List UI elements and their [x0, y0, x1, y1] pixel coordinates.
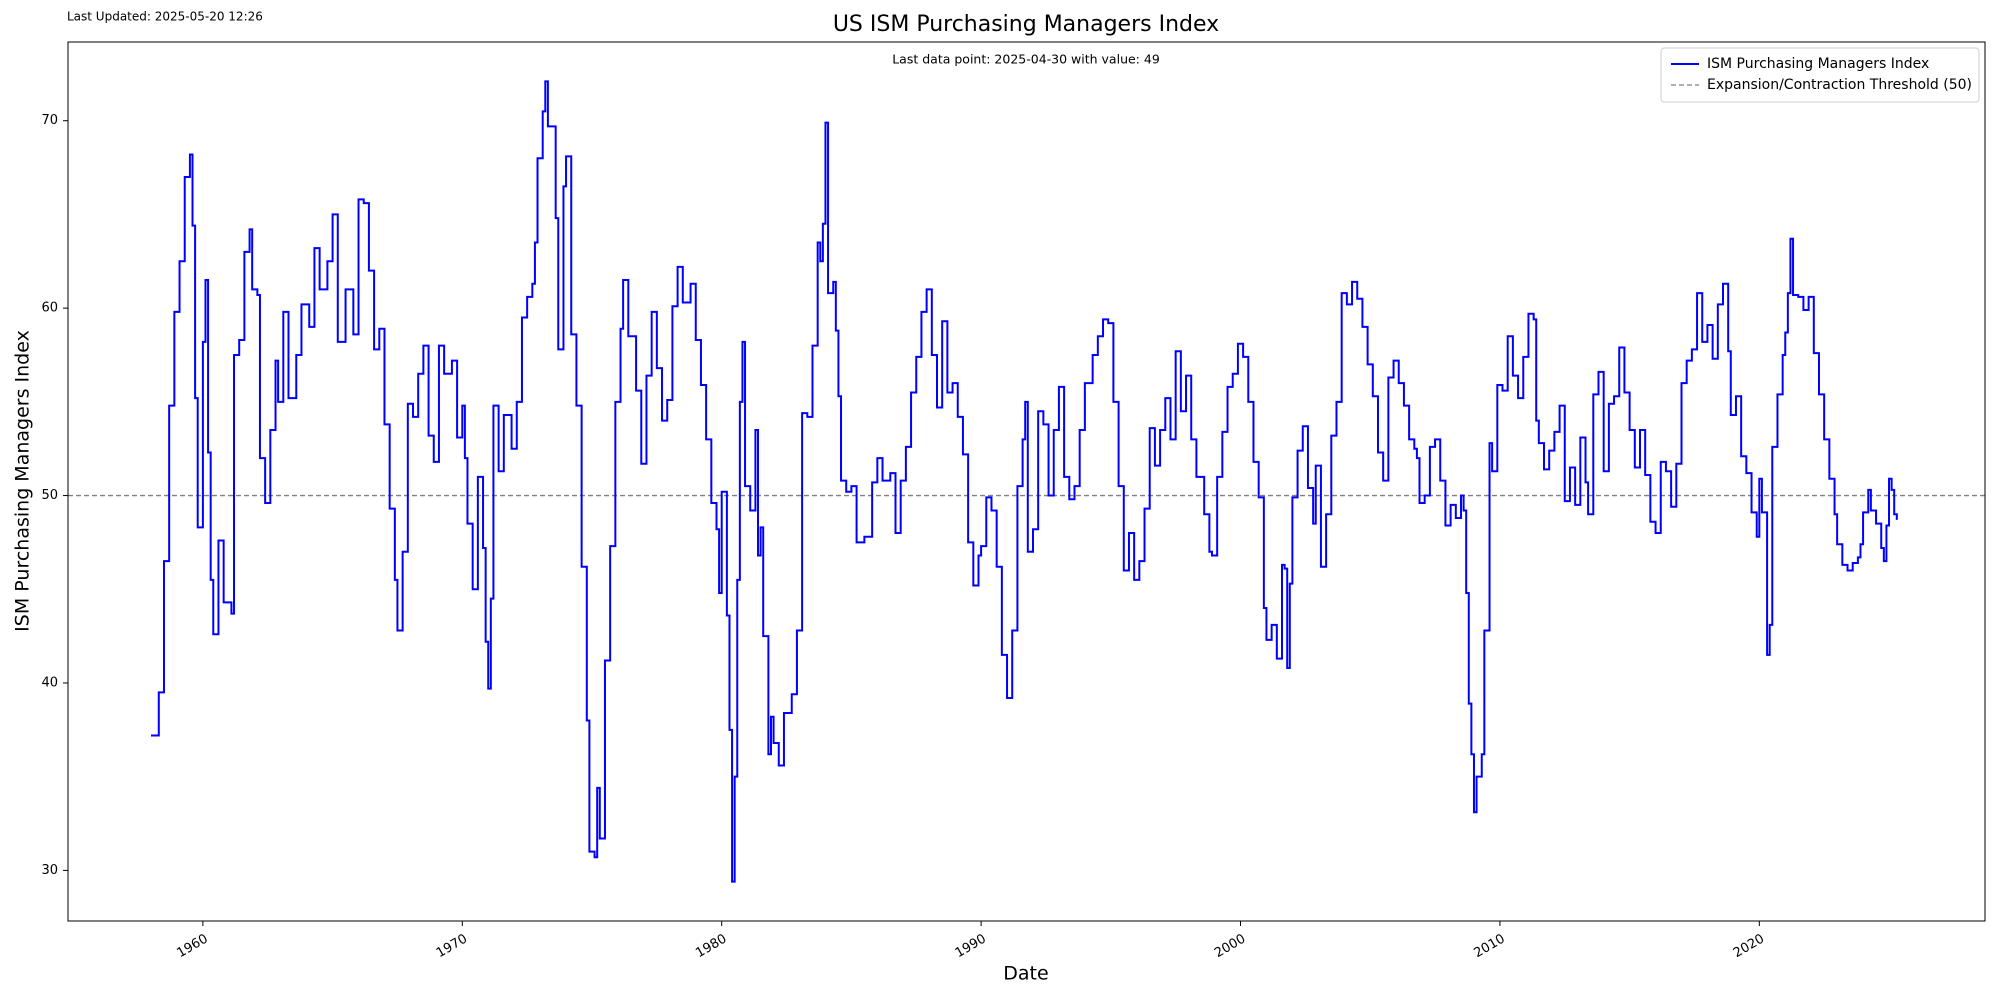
legend-label: ISM Purchasing Managers Index	[1707, 56, 1929, 72]
x-tick-label: 1990	[953, 932, 989, 962]
x-tick-label: 1960	[174, 932, 210, 962]
x-tick-label: 1970	[434, 932, 470, 962]
y-tick-label: 50	[41, 488, 58, 503]
y-tick-label: 70	[41, 113, 58, 128]
x-tick-label: 2010	[1472, 932, 1508, 962]
x-axis-label: Date	[1003, 963, 1048, 985]
series-line	[151, 80, 1898, 883]
legend-label: Expansion/Contraction Threshold (50)	[1707, 77, 1972, 93]
chart-title: US ISM Purchasing Managers Index	[833, 12, 1219, 37]
y-axis-label: ISM Purchasing Managers Index	[12, 330, 34, 632]
x-tick-label: 2020	[1731, 932, 1767, 962]
legend-box	[1660, 47, 1980, 103]
annotation: Last data point: 2025-04-30 with value: …	[892, 52, 1160, 67]
last-updated: Last Updated: 2025-05-20 12:26	[67, 10, 263, 24]
x-tick-label: 2000	[1212, 932, 1248, 962]
y-tick-label: 60	[41, 301, 58, 316]
y-tick-label: 30	[41, 863, 58, 878]
y-tick-label: 40	[41, 675, 58, 690]
x-tick-label: 1980	[693, 932, 729, 962]
axes-frame	[67, 41, 1986, 922]
